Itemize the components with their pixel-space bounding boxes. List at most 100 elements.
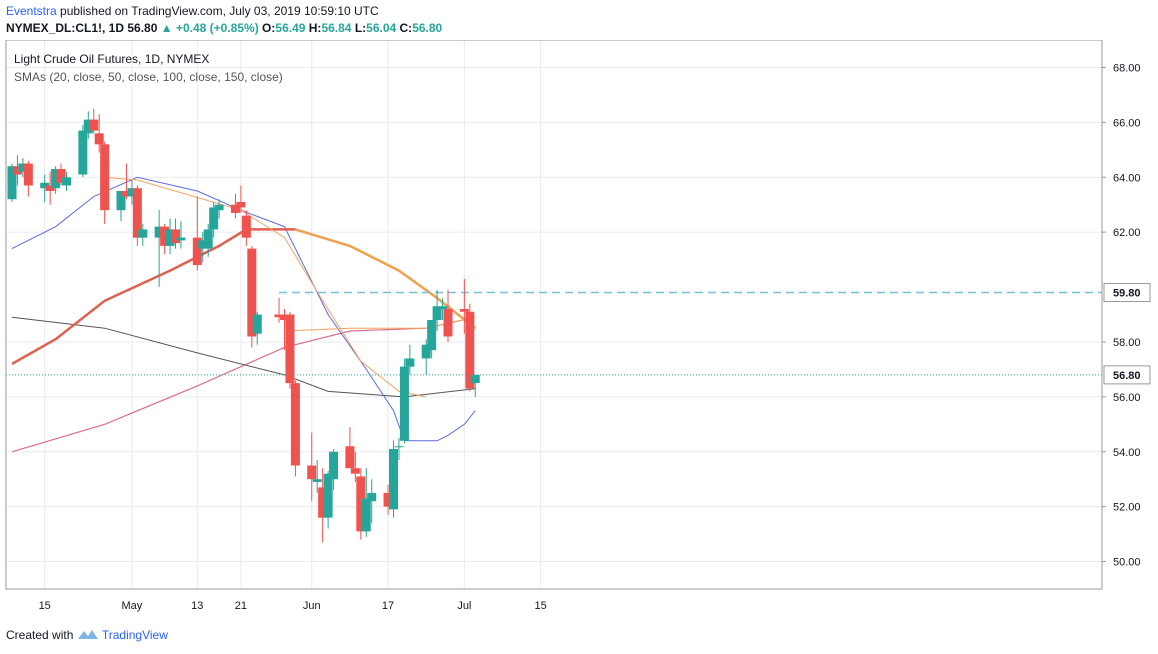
candle-body <box>427 319 437 351</box>
candle-body <box>323 473 333 518</box>
candle-body <box>154 226 164 238</box>
candle-body <box>383 492 393 507</box>
candle-body <box>127 188 137 197</box>
y-axis[interactable]: 50.00 52.00 54.00 56.00 58.00 62.00 64.00 66.00… <box>1102 62 1151 569</box>
close-value: 56.80 <box>412 21 443 35</box>
sma50-line-orange <box>295 228 477 330</box>
candle-body <box>56 169 66 183</box>
candle-body <box>285 314 295 384</box>
candle-body <box>62 177 71 186</box>
candle-body <box>138 229 148 238</box>
price-badge-label: 56.80 <box>1113 370 1141 382</box>
published-text: published on TradingView.com, July 03, 2… <box>56 4 379 18</box>
price-badge <box>1103 365 1151 385</box>
candle-body <box>203 229 213 249</box>
candle-body <box>459 309 469 312</box>
candle-body <box>394 446 404 448</box>
candle-body <box>345 446 355 469</box>
candle-body <box>329 451 339 480</box>
candle-body <box>421 344 431 359</box>
y-tick-label: 64.00 <box>1113 172 1141 184</box>
y-tick-label: 50.00 <box>1113 557 1141 569</box>
candle-body <box>40 182 50 189</box>
candle-body <box>247 248 257 337</box>
tradingview-logo-icon <box>77 630 98 639</box>
candle-body <box>443 309 453 337</box>
x-tick-label: 21 <box>235 600 247 612</box>
price-chart[interactable]: 50.00 52.00 54.00 56.00 58.00 62.00 64.00 66.00… <box>0 40 1158 618</box>
plot-frame <box>5 40 1103 590</box>
x-tick-label: Jul <box>457 600 471 612</box>
footer: Created with TradingView <box>6 628 168 642</box>
change-value: +0.48 (+0.85%) <box>175 21 259 35</box>
x-tick-label: Jun <box>303 600 321 612</box>
y-tick-label: 62.00 <box>1113 227 1141 239</box>
x-tick-label: 15 <box>535 600 547 612</box>
candle-body <box>89 119 99 131</box>
symbol-label: NYMEX_DL:CL1!, 1D <box>6 21 125 35</box>
high-value: 56.84 <box>321 21 352 35</box>
tradingview-brand[interactable]: TradingView <box>101 628 168 642</box>
publish-info: Eventstra published on TradingView.com, … <box>6 4 379 18</box>
y-tick-label: 52.00 <box>1113 502 1141 514</box>
candle-body <box>356 476 366 532</box>
y-tick-label: 54.00 <box>1113 447 1141 459</box>
level-badge-label: 59.80 <box>1113 288 1141 300</box>
candle-body <box>361 498 371 532</box>
low-label: L: <box>354 21 367 35</box>
high-label: H: <box>308 21 322 35</box>
candle-body <box>252 314 262 334</box>
candle-body <box>209 207 219 230</box>
low-value: 56.04 <box>366 21 397 35</box>
last-price: 56.80 <box>127 21 158 35</box>
candle-body <box>116 190 126 211</box>
chart-title: Light Crude Oil Futures, 1D, NYMEX <box>14 52 209 66</box>
sma-thin-orange-upper <box>104 176 427 398</box>
symbol-info: NYMEX_DL:CL1!, 1D 56.80 ▲ +0.48 (+0.85%)… <box>6 21 442 35</box>
candle-body <box>367 492 377 502</box>
candle-body <box>18 163 28 172</box>
candle-body <box>176 237 186 241</box>
grid <box>6 40 1102 589</box>
candle-body <box>236 201 246 208</box>
y-tick-label: 66.00 <box>1113 117 1141 129</box>
y-tick-label: 56.00 <box>1113 392 1141 404</box>
candle-body <box>7 166 17 200</box>
x-axis[interactable]: 15 May 13 21 Jun 17 Jul 15 <box>39 600 547 612</box>
candle-body <box>399 366 409 441</box>
candles <box>7 108 480 543</box>
open-value: 56.49 <box>275 21 306 35</box>
candle-body <box>23 163 33 186</box>
candle-body <box>83 119 93 134</box>
x-tick-label: 17 <box>382 600 394 612</box>
candle-body <box>198 240 208 249</box>
candle-body <box>171 229 180 244</box>
chart-subtitle: SMAs (20, close, 50, close, 100, close, … <box>14 70 283 84</box>
candle-body <box>51 169 61 189</box>
candle-body <box>230 204 240 213</box>
candle-body <box>405 358 415 367</box>
y-tick-label: 68.00 <box>1113 62 1141 74</box>
candle-body <box>307 465 317 480</box>
candle-body <box>290 383 300 466</box>
change-arrow-icon: ▲ <box>160 21 173 35</box>
candle-body <box>274 314 284 318</box>
candle-body <box>100 144 110 211</box>
close-label: C: <box>399 21 413 35</box>
created-with-label: Created with <box>6 628 74 642</box>
candle-body <box>132 188 142 238</box>
candle-body <box>214 204 224 211</box>
candle-body <box>318 487 328 518</box>
candle-body <box>241 215 251 238</box>
candle-body <box>121 190 131 197</box>
candle-body <box>280 314 289 320</box>
candle-body <box>160 226 170 246</box>
level-lines <box>6 291 1102 376</box>
x-tick-label: May <box>122 600 143 612</box>
publisher-name[interactable]: Eventstra <box>6 4 57 18</box>
candle-body <box>312 479 322 482</box>
y-tick-label: 58.00 <box>1113 337 1141 349</box>
x-tick-label: 13 <box>191 600 203 612</box>
candle-body <box>165 229 175 246</box>
candle-body <box>465 311 475 389</box>
